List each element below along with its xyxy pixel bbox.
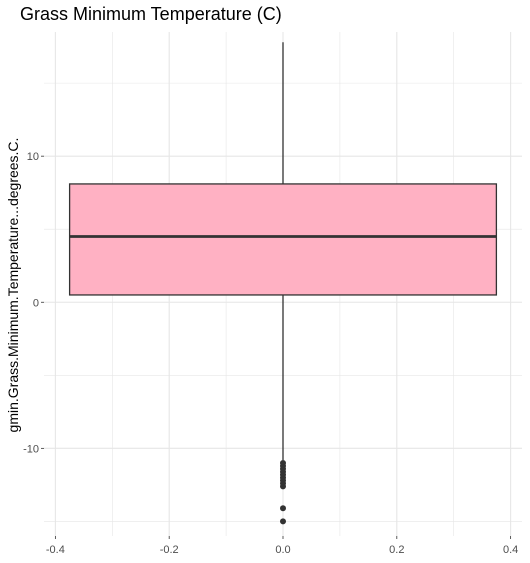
x-tick-label: 0.4 [503,544,518,556]
x-tick-label: -0.2 [160,544,179,556]
x-axis-ticks: -0.4 -0.2 0.0 0.2 0.4 [46,536,518,556]
x-tick-label: 0.2 [389,544,404,556]
interquartile-box [68,183,498,296]
x-tick-label: -0.4 [46,544,65,556]
y-axis-label: gmin.Grass.Minimum.Temperature...degrees… [5,138,21,433]
boxplot [68,42,498,525]
x-tick-label: 0.0 [275,544,290,556]
y-tick-label: 0 [33,297,39,309]
y-tick-label: 10 [27,151,39,163]
outlier-point [280,483,286,490]
chart-title: Grass Minimum Temperature (C) [20,4,282,24]
y-axis-ticks: -10 0 10 [23,151,44,455]
outlier-point [280,505,286,512]
outlier-point [280,518,286,525]
y-tick-label: -10 [23,443,39,455]
